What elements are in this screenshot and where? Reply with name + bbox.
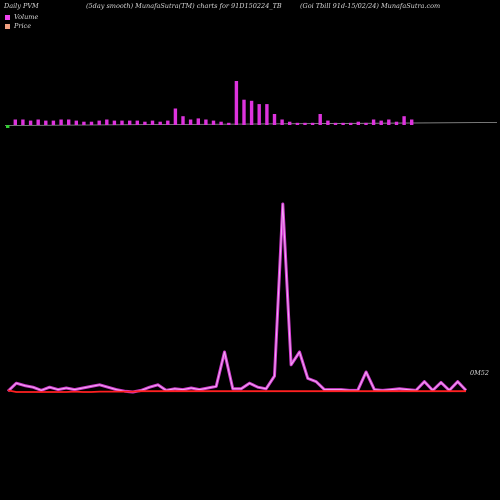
volume-bar: [6, 125, 10, 128]
volume-bar: [28, 120, 33, 125]
legend-swatch-volume: [4, 13, 11, 21]
volume-bar: [51, 120, 56, 125]
volume-bar: [303, 122, 307, 125]
volume-bar: [196, 118, 200, 125]
volume-bar: [402, 116, 406, 125]
volume-bar: [394, 121, 399, 125]
volume-smooth-line-outer: [6, 202, 468, 394]
volume-bar: [89, 121, 94, 125]
volume-bars: [6, 81, 414, 128]
volume-smooth-line: [7, 203, 467, 393]
legend-item-price: Price: [4, 22, 31, 30]
volume-bar: [158, 121, 162, 125]
volume-bar: [326, 120, 330, 125]
volume-bar: [13, 119, 17, 125]
volume-bar: [234, 81, 239, 125]
volume-bar: [143, 121, 147, 125]
volume-bar: [211, 120, 216, 125]
volume-bar: [112, 120, 117, 125]
volume-bar: [82, 121, 86, 125]
header-center: (5day smooth) MunafaSutra(TM) charts for…: [86, 2, 282, 10]
volume-bar: [371, 119, 376, 125]
volume-bar: [173, 108, 178, 125]
volume-bar: [59, 119, 63, 125]
volume-bar: [181, 116, 185, 125]
volume-bar: [280, 119, 284, 125]
legend-swatch-price: [4, 22, 11, 30]
volume-bar: [150, 120, 155, 125]
volume-bar: [120, 120, 124, 125]
volume-bar: [36, 119, 40, 125]
price-last-label: 0M52: [470, 369, 489, 377]
volume-bar: [265, 104, 269, 125]
volume-bar: [356, 121, 360, 125]
legend-item-volume: Volume: [4, 13, 38, 21]
volume-bar: [67, 119, 71, 125]
volume-bar: [74, 120, 78, 125]
series-lines: [6, 202, 468, 394]
volume-bar: [272, 114, 277, 125]
header-left: Daily PVM: [4, 2, 39, 10]
volume-bar: [105, 119, 109, 125]
volume-bar: [379, 120, 383, 125]
volume-bar: [257, 104, 261, 125]
volume-bar: [227, 122, 231, 125]
volume-bar: [341, 122, 345, 125]
legend-label-price: Price: [14, 22, 32, 30]
volume-bar: [135, 120, 139, 125]
legend-label-volume: Volume: [14, 13, 39, 21]
volume-bar: [310, 122, 315, 125]
volume-bar: [364, 122, 368, 125]
volume-bar: [97, 120, 101, 125]
volume-bar: [288, 121, 292, 125]
volume-bar: [188, 119, 193, 125]
price-line: [7, 389, 466, 393]
volume-bar: [318, 114, 322, 125]
volume-bar: [410, 119, 414, 125]
volume-bar: [242, 99, 246, 125]
volume-bar: [349, 122, 353, 125]
volume-bar: [387, 119, 391, 125]
volume-bar: [21, 119, 25, 125]
volume-bar: [166, 120, 170, 125]
volume-bar: [295, 122, 300, 125]
volume-bar: [128, 120, 132, 125]
volume-bar: [204, 119, 208, 125]
volume-bar: [219, 121, 223, 125]
volume-bar: [249, 100, 254, 125]
header-right: (Goi Tbill 91d-15/02/24) MunafaSutra.com: [300, 2, 441, 10]
volume-bar: [44, 120, 48, 125]
volume-bar: [333, 122, 338, 125]
